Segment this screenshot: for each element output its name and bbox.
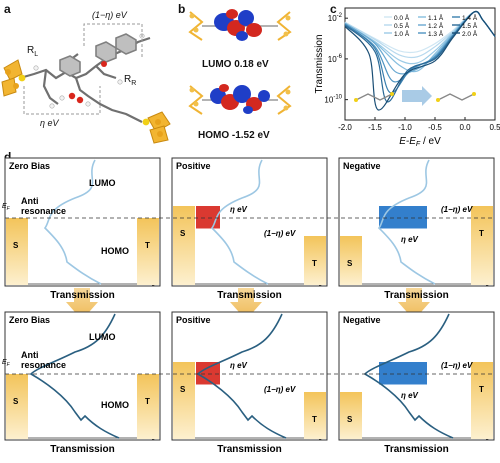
legend-entry: 0.5 Å: [394, 21, 410, 30]
drain-label: T: [312, 259, 317, 268]
drain-label: T: [145, 397, 150, 406]
legend-entry: 1.0 Å: [394, 29, 410, 38]
eta-label: (1−η) eV: [441, 205, 473, 214]
drain-electrode: [471, 362, 493, 439]
source-label: S: [13, 397, 19, 406]
homo-energy-label: HOMO -1.52 eV: [198, 130, 270, 141]
legend-entry: 1.4 Å: [462, 13, 478, 22]
anti-resonance-label: resonance: [21, 206, 66, 216]
box-title: Positive: [176, 315, 211, 325]
transmission-label: Transmission: [50, 290, 114, 301]
box-title: Positive: [176, 161, 211, 171]
source-electrode: [6, 374, 28, 439]
y-tick-label: 10-2: [328, 13, 343, 23]
drain-electrode: [137, 374, 159, 439]
box-title: Negative: [343, 161, 381, 171]
source-label: S: [13, 241, 19, 250]
anti-resonance-label: Anti: [21, 350, 39, 360]
source-electrode: [173, 362, 195, 439]
eta-label: (1−η) eV: [441, 361, 473, 370]
anti-resonance-label: resonance: [21, 360, 66, 370]
bias-window: [379, 362, 427, 385]
top-energy-label: (1−η) eV: [92, 10, 127, 20]
aromatic-rings: [60, 34, 136, 76]
x-tick-label: -1.0: [398, 123, 412, 132]
right-electrode: [148, 112, 170, 143]
lumo-label: LUMO: [89, 332, 116, 342]
legend-entry: 1.2 Å: [428, 21, 444, 30]
x-tick-label: -2.0: [338, 123, 352, 132]
panel-a-molecule: [0, 0, 175, 145]
transmission-label: Transmission: [217, 290, 281, 301]
schematic-box: [172, 158, 327, 286]
schematic-box: [5, 312, 160, 440]
drain-label: T: [312, 415, 317, 424]
transmission-label: Transmission: [50, 444, 114, 455]
box-title: Zero Bias: [9, 315, 50, 325]
legend-entry: 1.3 Å: [428, 29, 444, 38]
x-tick-label: -1.5: [368, 123, 382, 132]
eta-label: η eV: [230, 205, 248, 214]
lumo-orbital: [190, 9, 291, 41]
anti-resonance-label: Anti: [21, 196, 39, 206]
homo-label: HOMO: [101, 400, 129, 410]
drain-label: T: [145, 241, 150, 250]
one-minus-eta-label: η eV: [401, 235, 419, 244]
x-axis-title: E-EF / eV: [399, 136, 441, 148]
source-label: S: [347, 259, 353, 268]
lumo-energy-label: LUMO 0.18 eV: [202, 59, 269, 70]
x-tick-label: -0.5: [428, 123, 442, 132]
lumo-label: LUMO: [89, 178, 116, 188]
eta-label: η eV: [230, 361, 248, 370]
homo-label: HOMO: [101, 246, 129, 256]
x-tick-label: 0.0: [459, 123, 471, 132]
drain-label: T: [479, 229, 484, 238]
bottom-energy-label: η eV: [40, 118, 59, 128]
x-tick-label: 0.5: [489, 123, 500, 132]
source-electrode: [6, 218, 28, 285]
one-minus-eta-label: (1−η) eV: [264, 385, 296, 394]
y-axis-title: Transmission: [314, 34, 325, 93]
bias-window: [379, 206, 427, 229]
transmission-label: Transmission: [384, 290, 448, 301]
legend-entry: 1.1 Å: [428, 13, 444, 22]
box-title: Zero Bias: [9, 161, 50, 171]
y-tick-label: 10-10: [324, 95, 342, 105]
drain-electrode: [137, 218, 159, 285]
box-title: Negative: [343, 315, 381, 325]
y-tick-label: 10-6: [328, 54, 343, 64]
schematic-box: [172, 312, 327, 440]
one-minus-eta-label: η eV: [401, 391, 419, 400]
source-label: S: [347, 415, 353, 424]
transmission-label: Transmission: [217, 444, 281, 455]
transmission-chart: -2.0 -1.5 -1.0 -0.5 0.0 0.5 10-2 10-6 10-10 0.0 …: [310, 0, 500, 148]
legend-entry: 2.0 Å: [462, 29, 478, 38]
transmission-label: Transmission: [384, 444, 448, 455]
homo-orbital: [190, 84, 291, 114]
r-left-label: RL: [27, 45, 38, 58]
r-right-label: RR: [124, 74, 136, 87]
source-label: S: [180, 385, 186, 394]
schematic-box: [5, 158, 160, 286]
legend-entry: 1.5 Å: [462, 21, 478, 30]
panel-b-orbitals: [178, 0, 310, 145]
drain-label: T: [479, 385, 484, 394]
one-minus-eta-label: (1−η) eV: [264, 229, 296, 238]
source-label: S: [180, 229, 186, 238]
legend-entry: 0.0 Å: [394, 13, 410, 22]
